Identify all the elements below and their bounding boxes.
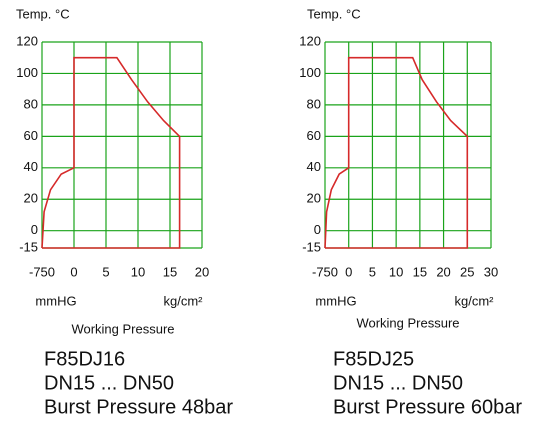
y-tick-label: 0 [31, 222, 38, 237]
y-tick-label: 60 [307, 128, 321, 143]
x-tick-label: -750 [312, 264, 338, 279]
x-tick-label: 5 [369, 264, 376, 279]
y-tick-label: 40 [24, 159, 38, 174]
x-tick-label: 0 [70, 264, 77, 279]
x-tick-label: -750 [29, 264, 55, 279]
x-tick-label: 30 [484, 264, 498, 279]
y-tick-label: 80 [24, 96, 38, 111]
y-tick-label: 0 [314, 222, 321, 237]
y-axis-label: Temp. °C [307, 6, 361, 21]
x-unit-left: mmHG [35, 293, 76, 308]
boundary-line [41, 56, 181, 249]
y-tick-label: 100 [299, 65, 321, 80]
x-unit-right: kg/cm² [164, 293, 204, 308]
y-tick-label: 20 [307, 191, 321, 206]
y-tick-label: 60 [24, 128, 38, 143]
x-tick-label: 25 [460, 264, 474, 279]
y-tick-label: 100 [16, 65, 38, 80]
x-tick-label: 10 [131, 264, 145, 279]
x-tick-label: 20 [436, 264, 450, 279]
x-tick-label: 15 [163, 264, 177, 279]
x-axis-label: Working Pressure [356, 315, 459, 330]
model-note: Burst Pressure 60bar [333, 396, 522, 418]
x-unit-right: kg/cm² [455, 293, 495, 308]
x-tick-label: 0 [345, 264, 352, 279]
x-tick-label: 5 [102, 264, 109, 279]
x-unit-left: mmHG [315, 293, 356, 308]
y-tick-label: 20 [24, 191, 38, 206]
y-tick-label: 120 [16, 33, 38, 48]
x-tick-label: 20 [195, 264, 209, 279]
model-note: DN15 ... DN50 [44, 372, 174, 394]
model-note: DN15 ... DN50 [333, 372, 463, 394]
y-tick-label: 80 [307, 96, 321, 111]
model-note: F85DJ25 [333, 348, 414, 370]
y-tick-label: -15 [302, 239, 321, 254]
model-note: F85DJ16 [44, 348, 125, 370]
y-tick-label: 40 [307, 159, 321, 174]
y-tick-label: 120 [299, 33, 321, 48]
x-tick-label: 10 [389, 264, 403, 279]
x-axis-label: Working Pressure [71, 321, 174, 336]
boundary-line [324, 56, 469, 249]
x-tick-label: 15 [413, 264, 427, 279]
y-axis-label: Temp. °C [16, 6, 70, 21]
model-note: Burst Pressure 48bar [44, 396, 233, 418]
y-tick-label: -15 [19, 239, 38, 254]
